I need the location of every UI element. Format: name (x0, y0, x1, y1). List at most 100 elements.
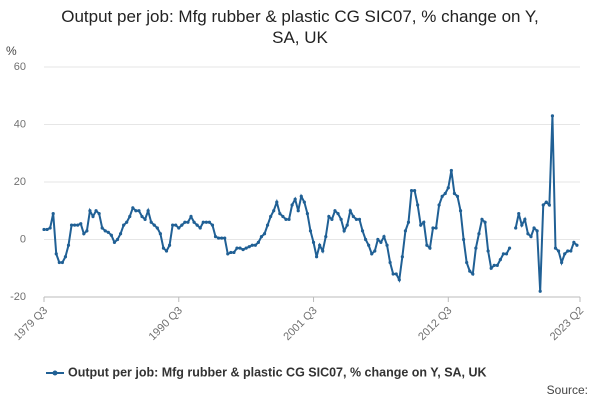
point (455, 194, 460, 198)
point (550, 114, 555, 118)
point (339, 217, 343, 221)
point (504, 252, 509, 256)
point (437, 203, 441, 207)
point (507, 246, 512, 250)
point (385, 243, 389, 247)
point (523, 217, 527, 221)
point (480, 217, 484, 221)
point (213, 235, 218, 239)
point (118, 232, 123, 236)
point (106, 230, 110, 234)
point (272, 209, 276, 213)
point (183, 220, 187, 224)
point (293, 197, 297, 201)
y-tick-label: 20 (14, 176, 26, 188)
point (572, 240, 576, 244)
point (275, 200, 279, 204)
point (244, 246, 248, 250)
point (413, 189, 417, 193)
point (483, 220, 487, 224)
point (51, 212, 55, 216)
point (318, 243, 322, 247)
point (400, 255, 404, 259)
y-axis-label: % (6, 44, 17, 58)
point (247, 245, 251, 249)
point (360, 229, 365, 233)
point (82, 232, 86, 236)
legend-marker (52, 370, 58, 376)
point (45, 227, 49, 232)
point (556, 249, 561, 253)
point (354, 217, 359, 221)
point (195, 223, 199, 227)
point (321, 249, 325, 253)
point (198, 226, 202, 230)
point (382, 235, 386, 239)
point (333, 209, 337, 213)
y-tick-label: 40 (14, 118, 26, 130)
point (207, 220, 211, 224)
point (226, 252, 230, 256)
point (458, 209, 463, 213)
point (575, 243, 579, 247)
point (560, 260, 564, 265)
point (367, 243, 371, 247)
point (63, 255, 68, 259)
point (296, 209, 300, 213)
point (125, 220, 129, 224)
point (152, 223, 156, 227)
point (73, 223, 77, 227)
point (278, 212, 282, 216)
point (553, 246, 558, 250)
point (177, 226, 181, 230)
point (391, 272, 395, 276)
point (204, 220, 208, 224)
point (256, 240, 260, 244)
point (388, 260, 392, 265)
point (186, 220, 190, 224)
point (532, 226, 536, 230)
point (529, 235, 533, 239)
point (324, 235, 328, 239)
point (112, 240, 117, 244)
point (563, 252, 567, 256)
point (122, 223, 126, 227)
point (97, 212, 101, 216)
point (434, 226, 438, 230)
point (253, 243, 257, 247)
point (174, 223, 178, 227)
point (76, 223, 80, 227)
point (115, 237, 120, 242)
point (220, 236, 224, 240)
point (544, 200, 548, 204)
point (210, 223, 215, 227)
point (259, 235, 264, 239)
point (498, 258, 502, 262)
point (345, 223, 349, 227)
point (443, 191, 447, 196)
point (281, 214, 285, 219)
point (241, 247, 245, 252)
point (468, 269, 472, 273)
point (146, 209, 150, 213)
point (351, 214, 355, 219)
point (541, 203, 545, 207)
point (376, 237, 380, 242)
point (526, 232, 530, 236)
x-tick-label: 2001 Q3 (281, 305, 319, 343)
point (416, 203, 420, 207)
legend-label: Output per job: Mfg rubber & plastic CG … (68, 365, 487, 379)
point (474, 246, 478, 250)
point (422, 220, 426, 224)
point (109, 233, 113, 237)
point (161, 246, 166, 250)
point (192, 220, 196, 224)
point (305, 212, 310, 216)
point (284, 217, 288, 221)
x-tick-label: 2023 Q2 (548, 305, 586, 343)
point (140, 214, 144, 219)
point (336, 212, 340, 216)
point (85, 229, 89, 233)
point (171, 223, 175, 227)
